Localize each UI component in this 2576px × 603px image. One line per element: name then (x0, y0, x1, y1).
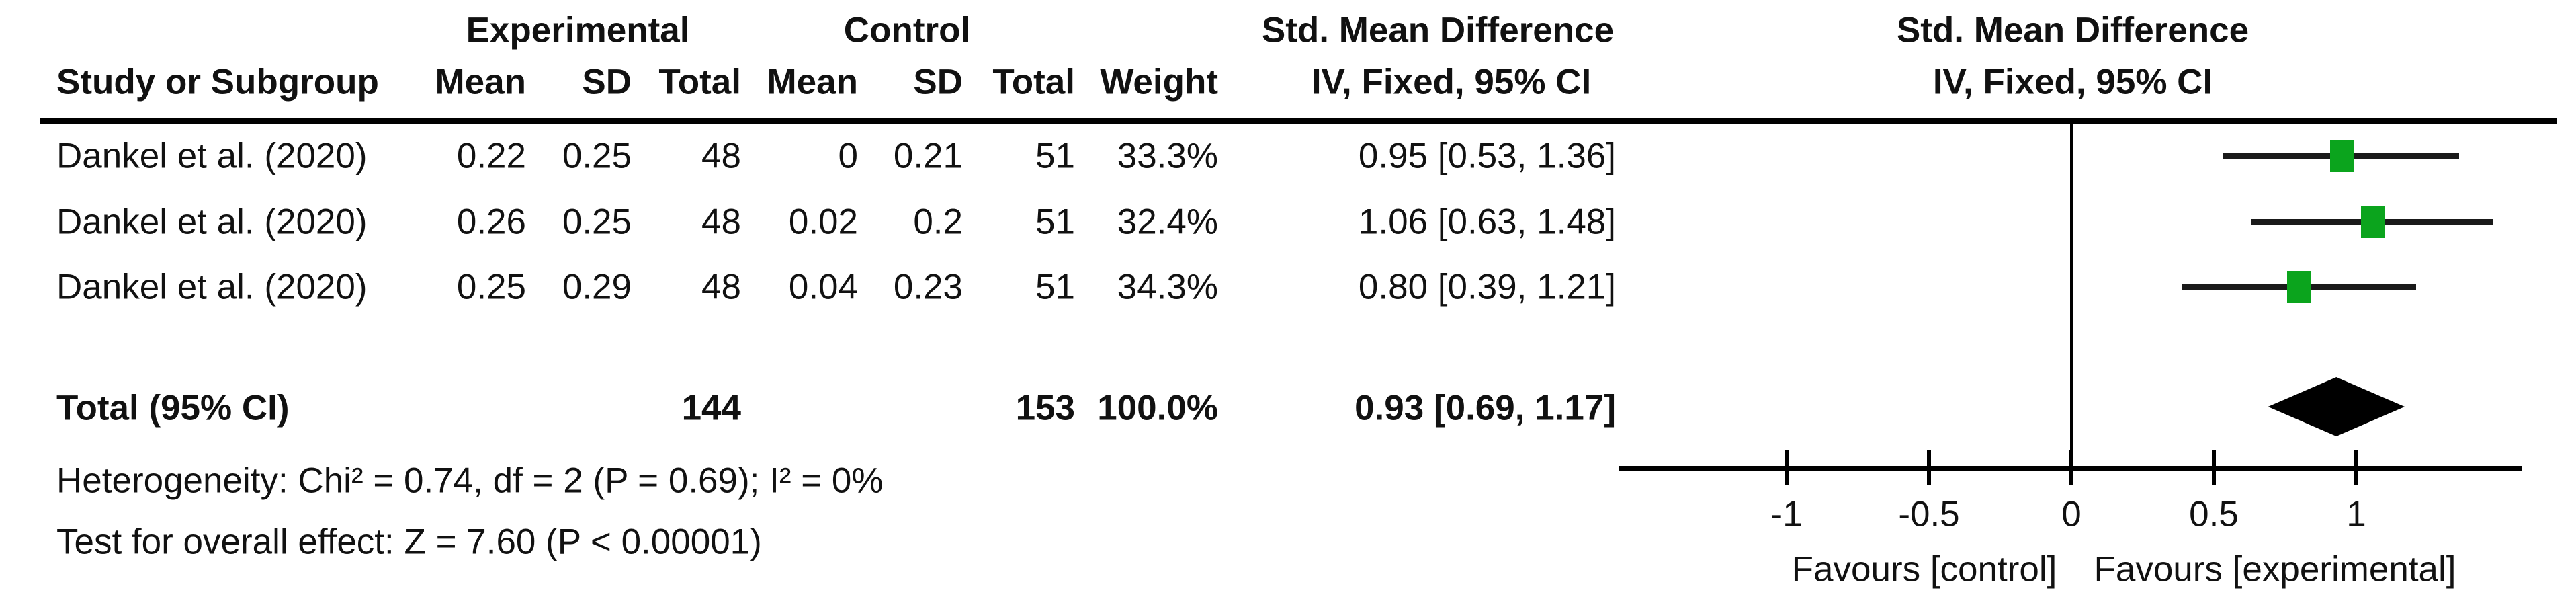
effect-square-marker (2329, 140, 2354, 172)
favours-control-label: Favours [control] (1791, 549, 2057, 590)
ctrl-total-cell: 51 (1035, 202, 1075, 242)
header-separator-line (40, 118, 2557, 124)
ctrl-mean-cell: 0.02 (788, 202, 858, 242)
sub-column-header: Total (992, 62, 1075, 102)
x-axis-tick-label: 1 (2346, 494, 2366, 534)
estimate-cell: 0.95 [0.53, 1.36] (1358, 136, 1616, 176)
x-axis-tick (2069, 450, 2073, 485)
ctrl-sd-cell: 0.2 (913, 202, 963, 242)
exp-sd-cell: 0.25 (562, 202, 632, 242)
study-label: Dankel et al. (2020) (56, 136, 368, 176)
x-axis-tick-label: 0 (2061, 494, 2081, 534)
study-label: Dankel et al. (2020) (56, 267, 368, 307)
ctrl-mean-cell: 0 (838, 136, 858, 176)
x-axis-tick (1785, 450, 1789, 485)
total-estimate-cell: 0.93 [0.69, 1.17] (1355, 388, 1616, 428)
exp-mean-cell: 0.26 (456, 202, 526, 242)
effect-column-header-line1: Std. Mean Difference (1261, 10, 1615, 50)
x-axis-tick (2212, 450, 2216, 485)
exp-mean-cell: 0.25 (456, 267, 526, 307)
heterogeneity-text: Heterogeneity: Chi² = 0.74, df = 2 (P = … (56, 460, 884, 501)
x-axis-tick-label: -0.5 (1898, 494, 1960, 534)
sub-column-header: Weight (1100, 62, 1218, 102)
study-column-header: Study or Subgroup (56, 62, 379, 102)
ctrl-sd-cell: 0.21 (893, 136, 963, 176)
zero-line (2070, 124, 2073, 469)
effect-column-header-line2: IV, Fixed, 95% CI (1311, 62, 1592, 102)
estimate-cell: 0.80 [0.39, 1.21] (1358, 267, 1616, 307)
weight-cell: 34.3% (1117, 267, 1218, 307)
sub-column-header: SD (913, 62, 963, 102)
total-ctrl-total-cell: 153 (1015, 388, 1075, 428)
exp-sd-cell: 0.29 (562, 267, 632, 307)
total-label: Total (95% CI) (56, 388, 290, 428)
study-label: Dankel et al. (2020) (56, 202, 368, 242)
plot-column-header-line2: IV, Fixed, 95% CI (1932, 62, 2213, 102)
effect-square-marker (2287, 271, 2312, 303)
favours-experimental-label: Favours [experimental] (2094, 549, 2456, 590)
effect-square-marker (2361, 206, 2386, 238)
plot-column-header-line1: Std. Mean Difference (1896, 10, 2249, 50)
exp-total-cell: 48 (701, 136, 741, 176)
sub-column-header: Mean (435, 62, 526, 102)
group1-header: Experimental (466, 10, 690, 50)
x-axis-tick-label: -1 (1770, 494, 1803, 534)
sub-column-header: Total (658, 62, 741, 102)
exp-total-cell: 48 (701, 267, 741, 307)
ctrl-sd-cell: 0.23 (893, 267, 963, 307)
ctrl-total-cell: 51 (1035, 136, 1075, 176)
weight-cell: 32.4% (1117, 202, 1218, 242)
x-axis-tick (1927, 450, 1931, 485)
overall-effect-text: Test for overall effect: Z = 7.60 (P < 0… (56, 522, 762, 562)
pooled-diamond (2268, 377, 2405, 436)
ctrl-mean-cell: 0.04 (788, 267, 858, 307)
exp-total-cell: 48 (701, 202, 741, 242)
x-axis-tick-label: 0.5 (2189, 494, 2239, 534)
estimate-cell: 1.06 [0.63, 1.48] (1358, 202, 1616, 242)
total-weight-cell: 100.0% (1097, 388, 1218, 428)
ctrl-total-cell: 51 (1035, 267, 1075, 307)
exp-mean-cell: 0.22 (456, 136, 526, 176)
x-axis-tick (2354, 450, 2358, 485)
sub-column-header: Mean (767, 62, 858, 102)
group2-header: Control (843, 10, 971, 50)
exp-sd-cell: 0.25 (562, 136, 632, 176)
sub-column-header: SD (582, 62, 632, 102)
total-exp-total-cell: 144 (681, 388, 741, 428)
weight-cell: 33.3% (1117, 136, 1218, 176)
